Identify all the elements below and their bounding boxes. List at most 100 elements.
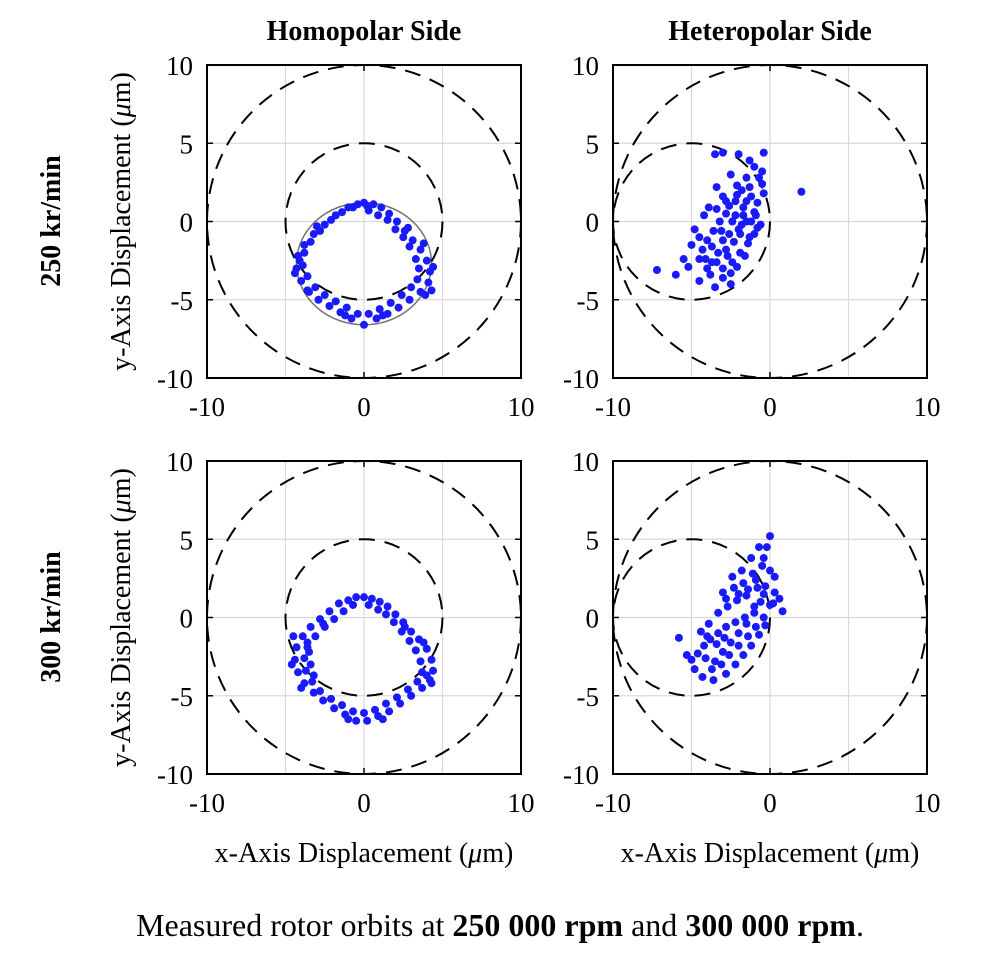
x-tick-label: -10 <box>595 392 631 422</box>
data-point <box>306 660 315 669</box>
data-point <box>383 602 392 611</box>
data-point <box>712 640 721 649</box>
x-tick-label: -10 <box>189 392 225 422</box>
data-point <box>303 638 312 647</box>
data-point <box>394 303 403 312</box>
data-point <box>385 707 394 716</box>
data-point <box>709 226 718 235</box>
y-axis-label-text: y-Axis Displacement ( <box>106 513 137 767</box>
data-point <box>753 198 762 207</box>
data-point <box>711 150 720 159</box>
data-point <box>700 641 709 650</box>
data-point <box>363 716 372 725</box>
data-point <box>714 248 723 257</box>
data-point <box>372 314 381 323</box>
data-point <box>325 607 334 616</box>
y-tick-label: 0 <box>586 208 600 238</box>
x-axis-label-unit: m) <box>482 838 513 869</box>
y-tick-label: 5 <box>180 129 194 159</box>
data-point <box>309 230 318 239</box>
y-tick-label: 5 <box>586 129 600 159</box>
data-point <box>397 291 406 300</box>
data-point <box>750 608 759 617</box>
data-point <box>303 286 312 295</box>
y-tick-label: 10 <box>572 447 599 477</box>
data-point <box>723 602 732 611</box>
data-point <box>709 676 718 685</box>
data-point <box>292 643 301 652</box>
data-point <box>731 660 740 669</box>
y-tick-label: 5 <box>586 525 600 555</box>
data-point <box>747 217 756 226</box>
data-point <box>722 622 731 631</box>
data-point <box>375 305 384 314</box>
data-point <box>769 599 778 608</box>
data-point <box>758 561 767 570</box>
data-point <box>360 593 368 602</box>
data-point <box>399 233 408 242</box>
data-point <box>403 685 412 694</box>
data-point <box>715 217 724 226</box>
data-point <box>734 590 743 599</box>
data-point <box>695 255 704 264</box>
data-point <box>360 708 368 717</box>
data-point <box>303 272 312 281</box>
data-point <box>352 593 361 602</box>
data-point <box>733 596 742 605</box>
data-point <box>778 607 787 616</box>
y-axis-label-mu: μ <box>106 103 137 118</box>
data-point <box>707 665 716 674</box>
data-point <box>413 677 422 686</box>
y-tick-label: 0 <box>180 604 194 634</box>
data-point <box>377 203 386 212</box>
data-point <box>733 181 742 190</box>
data-point <box>714 629 723 638</box>
data-point <box>396 699 405 708</box>
data-point <box>711 657 720 666</box>
data-point <box>750 602 759 611</box>
data-point <box>364 600 373 609</box>
data-point <box>391 225 400 234</box>
y-tick-label: -5 <box>171 682 194 712</box>
data-point <box>327 694 336 703</box>
data-point <box>320 291 329 300</box>
data-point <box>759 189 768 198</box>
data-point <box>728 217 737 226</box>
data-point <box>424 278 433 287</box>
data-point <box>311 632 320 641</box>
reference-circle-2 <box>613 142 771 301</box>
x-axis-label-text: x-Axis Displacement ( <box>215 838 469 869</box>
data-point <box>722 197 731 206</box>
x-axis-label-mu: μ <box>467 838 482 869</box>
data-point <box>392 693 401 702</box>
data-point <box>411 255 420 264</box>
data-point <box>751 575 760 584</box>
data-point <box>731 211 740 220</box>
data-point <box>761 582 770 591</box>
data-point <box>381 699 390 708</box>
data-point <box>707 242 716 251</box>
data-point <box>289 632 298 641</box>
data-point <box>407 283 416 292</box>
data-point <box>327 215 336 224</box>
reference-circle-2 <box>613 538 771 697</box>
data-point <box>722 594 731 603</box>
data-point <box>729 583 738 592</box>
data-point <box>298 632 307 641</box>
data-point <box>422 671 431 680</box>
y-axis-label: y-Axis Displacement (μm) <box>106 468 137 767</box>
data-point <box>422 644 431 653</box>
data-point <box>429 262 438 271</box>
data-point <box>297 276 306 285</box>
data-point <box>759 554 768 563</box>
data-point <box>744 585 753 594</box>
data-point <box>414 264 423 273</box>
data-point <box>352 716 361 725</box>
col-title-homopolar: Homopolar Side <box>267 16 462 47</box>
data-point <box>320 220 329 229</box>
data-point <box>797 187 806 196</box>
data-point <box>344 715 353 724</box>
data-point <box>339 607 348 616</box>
data-point <box>725 230 734 239</box>
